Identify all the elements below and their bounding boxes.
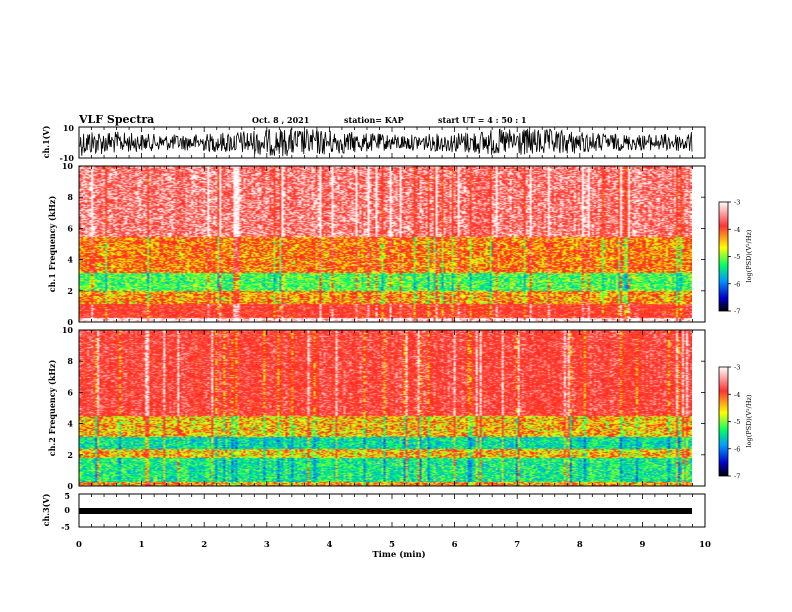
ch1-spectrogram-ytick-label: 6 — [67, 223, 73, 233]
colorbar-tick-label: -4 — [734, 391, 740, 399]
ch1-colorbar-bar — [718, 201, 729, 312]
ch2-colorbar-bar — [718, 366, 729, 477]
ch1-spectrogram-ylabel: ch.1 Frequency (kHz) — [47, 196, 57, 293]
ch1-waveform-ylabel: ch.1(V) — [41, 125, 51, 158]
time-tick-label: 3 — [264, 540, 270, 550]
ch2-spectrogram-ytick-label: 0 — [67, 481, 73, 491]
colorbar-tick-label: -3 — [734, 364, 740, 372]
time-tick-label: 2 — [201, 540, 207, 550]
ch2-spectrogram-ylabel: ch.2 Frequency (kHz) — [47, 360, 57, 457]
ch2-colorbar-ticks: -3 -4 -5 -6 -7 — [728, 364, 740, 481]
ch1-spectrogram-ytick-label: 10 — [62, 161, 74, 171]
ch2-spectrogram-ytick-label: 6 — [67, 387, 73, 397]
time-axis-label: Time (min) — [372, 549, 425, 560]
ch1-spectrogram-yticks: 0 2 4 6 8 10 — [62, 161, 705, 327]
colorbar-tick-label: -5 — [734, 418, 740, 426]
colorbar-tick-label: -7 — [734, 473, 740, 481]
time-tick-label: 9 — [639, 540, 645, 550]
ch2-colorbar: -3 -4 -5 -6 -7 log(PSD)(V²/Hz) — [718, 364, 753, 481]
time-tick-label: 5 — [389, 540, 395, 550]
ch1-spectrogram-image — [79, 166, 692, 322]
colorbar-tick-label: -7 — [734, 308, 740, 316]
ch3-waveform-ylabel: ch.3(V) — [41, 493, 51, 526]
ch1-spectrogram-ytick-label: 2 — [67, 286, 73, 296]
ch1-colorbar: -3 -4 -5 -6 -7 log(PSD)(V²/Hz) — [718, 199, 753, 316]
date-label: Oct. 8 , 2021 — [252, 115, 309, 125]
time-tick-label: 0 — [76, 540, 82, 550]
time-tick-label: 10 — [699, 540, 711, 550]
time-tick-label: 8 — [577, 540, 583, 550]
colorbar-tick-label: -6 — [734, 280, 740, 288]
time-axis-tick-labels: 0 1 2 3 4 5 6 7 8 9 10 — [76, 540, 711, 550]
ch1-colorbar-ticks: -3 -4 -5 -6 -7 — [728, 199, 740, 316]
ch2-spectrogram-ytick-label: 2 — [67, 450, 73, 460]
ch1-ytick-top: 10 — [63, 123, 75, 133]
time-tick-label: 4 — [326, 540, 332, 550]
ch1-spectrogram-ytick-label: 4 — [67, 255, 73, 265]
colorbar-tick-label: -3 — [734, 199, 740, 207]
ch1-waveform-trace — [79, 127, 693, 157]
ch2-spectrogram-yticks: 0 2 4 6 8 10 — [62, 325, 705, 491]
time-tick-label: 1 — [139, 540, 145, 550]
ch3-waveform-panel: 5 0 -5 ch.3(V) — [41, 491, 706, 532]
time-tick-label: 7 — [514, 540, 520, 550]
colorbar-tick-label: -6 — [734, 445, 740, 453]
chart-title: VLF Spectra — [78, 113, 154, 126]
ch1-waveform-panel: 10 -10 ch.1(V) — [41, 123, 706, 163]
time-tick-label: 6 — [452, 540, 458, 550]
station-label: station= KAP — [344, 115, 404, 125]
colorbar-tick-label: -4 — [734, 226, 740, 234]
ch1-colorbar-label: log(PSD)(V²/Hz) — [745, 229, 753, 282]
ch2-colorbar-label: log(PSD)(V²/Hz) — [745, 394, 753, 447]
ch2-spectrogram-image — [79, 330, 692, 486]
start-time-label: start UT = 4 : 50 : 1 — [438, 115, 527, 125]
colorbar-tick-label: -5 — [734, 253, 740, 261]
ch3-waveform-trace — [79, 508, 692, 514]
ch1-spectrogram-panel: 0 2 4 6 8 10 ch.1 Frequency (kHz) — [47, 161, 706, 327]
ch2-spectrogram-ytick-label: 10 — [62, 325, 74, 335]
ch1-ytick-bottom: -10 — [60, 153, 75, 163]
ch1-spectrogram-ytick-label: 0 — [67, 317, 73, 327]
ch1-spectrogram-ytick-label: 8 — [67, 192, 73, 202]
ch2-spectrogram-panel: 0 2 4 6 8 10 ch.2 Frequency (kHz) — [47, 325, 706, 491]
time-axis-ticks — [78, 127, 706, 528]
ch2-spectrogram-ytick-label: 4 — [67, 419, 73, 429]
ch3-ytick-mid: 0 — [64, 505, 70, 515]
ch3-ytick-top: 5 — [64, 491, 70, 501]
ch2-spectrogram-ytick-label: 8 — [67, 356, 73, 366]
ch3-ytick-bottom: -5 — [61, 522, 70, 532]
